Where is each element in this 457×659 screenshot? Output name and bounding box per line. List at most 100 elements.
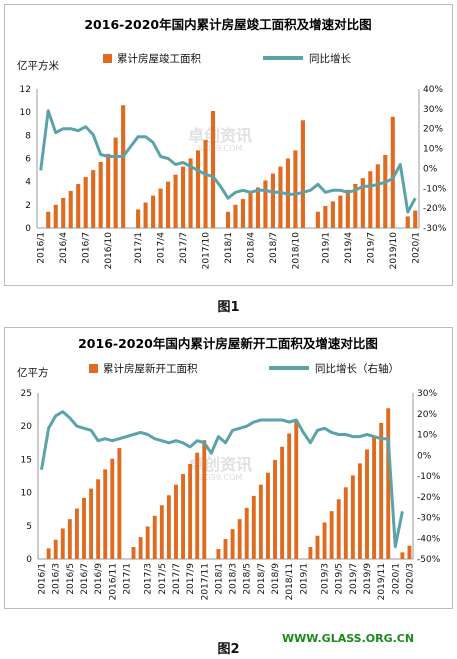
legend-swatch-bar xyxy=(103,54,112,63)
bar-15 xyxy=(143,202,148,228)
right-tick-label: -10% xyxy=(417,472,441,482)
bar-8 xyxy=(91,170,96,228)
bar-21 xyxy=(181,474,185,559)
watermark-subtext: SCI99.COM xyxy=(198,473,243,482)
growth-line xyxy=(39,109,417,214)
watermark-subtext: SCI99.COM xyxy=(198,144,243,153)
bar-50 xyxy=(386,408,391,559)
right-tick-label: 10% xyxy=(417,431,437,441)
bar-10 xyxy=(106,153,111,228)
right-tick-label: 40% xyxy=(423,85,443,95)
bar-47 xyxy=(383,155,388,228)
right-tick-label: -20% xyxy=(417,493,441,503)
x-tick-label: 2017/5 xyxy=(158,563,168,595)
x-tick-label: 2019/7 xyxy=(349,563,359,595)
x-tick-label: 2017/1 xyxy=(122,563,132,595)
x-tick-label: 2016/7 xyxy=(80,563,90,595)
bar-30 xyxy=(244,507,249,559)
bar-49 xyxy=(379,422,384,559)
right-tick-label: -40% xyxy=(417,534,441,544)
bar-53 xyxy=(407,545,412,559)
x-tick-label: 2016/1 xyxy=(38,563,48,595)
left-axis-unit: 亿平方米 xyxy=(17,59,59,72)
x-tick-label: 2016/9 xyxy=(94,563,104,595)
bar-6 xyxy=(76,183,81,228)
bar-3 xyxy=(53,204,58,228)
left-tick-label: 20 xyxy=(21,422,33,432)
bar-47 xyxy=(365,449,369,559)
x-tick-label: 2019/7 xyxy=(366,232,376,264)
left-tick-label: 15 xyxy=(21,455,32,465)
figure-caption-1: 图1 xyxy=(217,300,240,315)
bar-28 xyxy=(240,199,246,228)
bar-46 xyxy=(357,463,362,559)
bar-23 xyxy=(195,452,200,559)
legend-label-line: 同比增长 xyxy=(309,52,351,65)
bar-4 xyxy=(61,197,66,228)
bar-6 xyxy=(74,508,79,559)
x-tick-label: 2018/9 xyxy=(271,563,281,595)
bar-21 xyxy=(188,158,193,228)
bar-27 xyxy=(233,204,238,228)
bar-20 xyxy=(174,484,178,559)
bar-36 xyxy=(300,120,305,228)
left-tick-label: 12 xyxy=(20,85,31,95)
right-tick-label: 0% xyxy=(423,164,438,174)
chart-title: 2016-2020年国内累计房屋竣工面积及增速对比图 xyxy=(84,17,371,32)
legend-swatch-bar xyxy=(89,364,98,373)
bar-43 xyxy=(353,183,358,228)
bar-41 xyxy=(322,522,327,559)
x-tick-label: 2018/3 xyxy=(229,563,239,595)
x-tick-label: 2016/7 xyxy=(82,232,92,264)
bar-23 xyxy=(203,139,208,228)
bar-35 xyxy=(293,150,298,228)
right-tick-label: -20% xyxy=(423,204,447,214)
left-tick-label: 5 xyxy=(26,522,32,532)
bar-39 xyxy=(323,205,328,228)
watermark-text: 卓创资讯 xyxy=(188,126,252,145)
x-tick-label: 2019/1 xyxy=(299,563,309,595)
bar-44 xyxy=(343,487,348,559)
left-tick-label: 6 xyxy=(25,155,31,165)
right-tick-label: -50% xyxy=(417,555,441,565)
bar-40 xyxy=(315,535,320,559)
bar-8 xyxy=(89,488,94,559)
right-tick-label: 20% xyxy=(417,410,437,420)
x-tick-label: 2018/1 xyxy=(214,563,224,595)
bar-18 xyxy=(166,181,171,228)
bar-5 xyxy=(67,519,72,559)
bar-31 xyxy=(251,495,256,559)
bar-12 xyxy=(117,448,122,559)
bar-11 xyxy=(113,137,118,228)
legend-label-bar: 累计房屋竣工面积 xyxy=(117,52,201,65)
bar-35 xyxy=(280,446,285,559)
bar-28 xyxy=(230,529,235,559)
bar-9 xyxy=(98,161,103,228)
bar-41 xyxy=(338,195,343,228)
bar-11 xyxy=(110,458,115,559)
x-tick-label: 2017/7 xyxy=(172,563,182,595)
left-axis-unit: 亿平方 xyxy=(17,366,49,379)
x-tick-label: 2018/7 xyxy=(257,563,267,595)
x-tick-label: 2020/3 xyxy=(405,563,415,595)
x-tick-label: 2020/1 xyxy=(391,563,401,595)
left-tick-label: 10 xyxy=(20,108,32,118)
bar-17 xyxy=(152,515,157,559)
bar-50 xyxy=(405,216,410,228)
left-tick-label: 10 xyxy=(21,489,33,499)
x-tick-label: 2018/5 xyxy=(243,563,253,595)
bar-51 xyxy=(413,210,418,228)
x-tick-label: 2018/4 xyxy=(246,232,256,264)
bar-30 xyxy=(255,187,261,228)
right-tick-label: -30% xyxy=(417,514,441,524)
bar-52 xyxy=(400,552,405,559)
bar-16 xyxy=(151,195,156,228)
left-tick-label: 0 xyxy=(25,224,31,234)
x-tick-label: 2019/10 xyxy=(389,232,399,270)
bar-39 xyxy=(308,547,313,559)
x-tick-label: 2018/11 xyxy=(285,563,295,600)
chart-title: 2016-2020年国内累计房屋新开工面积及增速对比图 xyxy=(78,336,378,351)
bar-34 xyxy=(273,460,277,559)
